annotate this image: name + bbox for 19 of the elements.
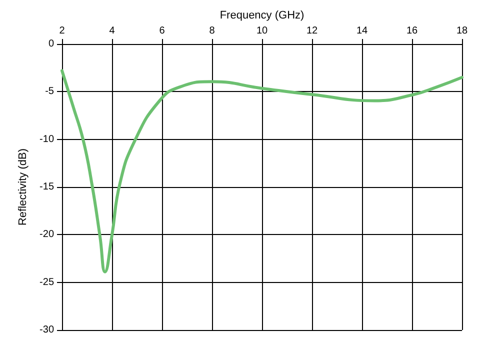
x-tick-label: 14 [356, 26, 368, 36]
y-tick-label: -30 [40, 324, 54, 336]
y-axis-title: Reflectivity (dB) [17, 148, 30, 226]
x-tick-label: 12 [306, 26, 318, 36]
x-tick-label: 10 [256, 26, 268, 36]
y-tick-label: -25 [40, 276, 54, 288]
y-tick-label: 0 [48, 38, 54, 50]
x-tick-label: 2 [59, 26, 66, 36]
x-tick-label: 8 [209, 26, 216, 36]
y-tick-label: -5 [45, 86, 54, 98]
x-tick-label: 18 [456, 26, 468, 36]
y-tick-label: -15 [40, 182, 54, 192]
y-tick-label: -10 [40, 134, 54, 145]
x-axis-title: Frequency (GHz) [220, 10, 304, 22]
y-tick-label: -20 [40, 229, 54, 240]
x-tick-label: 6 [159, 26, 166, 36]
line-series [60, 69, 464, 274]
x-tick-label: 4 [109, 26, 116, 36]
x-tick-label: 16 [406, 26, 418, 36]
